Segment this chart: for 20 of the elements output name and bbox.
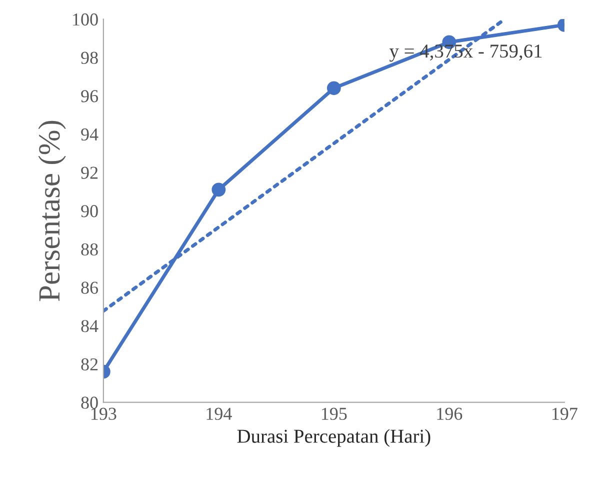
x-tick-label: 196 — [437, 408, 462, 420]
y-tick-label: 86 — [81, 282, 98, 294]
x-tick-label: 197 — [552, 408, 578, 420]
y-tick-label: 92 — [81, 166, 98, 179]
point — [212, 182, 226, 197]
y-tick-label: 90 — [81, 205, 98, 218]
y-tick-label: 80 — [81, 396, 98, 409]
y-tick-label: 98 — [81, 52, 98, 64]
x-tick-label: 194 — [206, 408, 232, 420]
y-tick-label: 82 — [81, 358, 98, 370]
x-axis-title: Durasi Percepatan (Hari) — [237, 429, 430, 447]
y-tick-label: 88 — [81, 243, 98, 256]
x-tick-label: 195 — [322, 408, 347, 420]
y-tick-label: 100 — [73, 13, 98, 26]
y-tick-label: 96 — [81, 90, 98, 102]
y-tick-label: 94 — [81, 128, 98, 141]
point — [326, 81, 341, 96]
y-axis-title: Persentase (%) — [38, 120, 66, 302]
x-tick-label: 193 — [91, 408, 116, 420]
y-tick-label: 84 — [81, 320, 98, 332]
